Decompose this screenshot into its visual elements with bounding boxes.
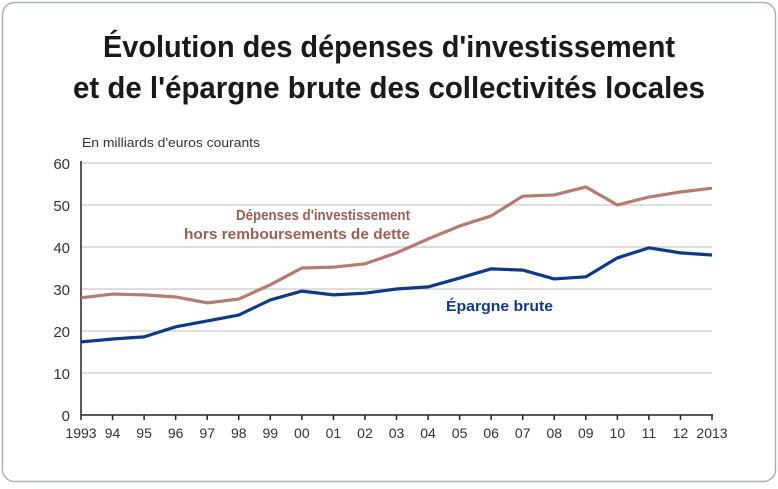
x-tick-label: 01: [326, 425, 342, 441]
x-tick-label: 07: [515, 425, 531, 441]
y-tick-label: 40: [53, 240, 70, 257]
x-tick-label: 06: [483, 425, 499, 441]
y-tick-label: 50: [53, 198, 70, 215]
x-tick-label: 97: [199, 425, 215, 441]
x-tick-label: 11: [642, 425, 657, 441]
x-tick-label: 96: [168, 425, 184, 441]
x-tick-label: 08: [546, 425, 562, 441]
chart-title-line-1: Évolution des dépenses d'investissement: [103, 29, 675, 64]
y-tick-label: 60: [53, 156, 70, 173]
x-tick-label: 02: [357, 425, 373, 441]
y-tick-label: 10: [53, 366, 70, 383]
x-tick-label: 94: [105, 425, 121, 441]
x-tick-label: 00: [294, 425, 310, 441]
x-tick-label: 04: [420, 425, 436, 441]
x-tick-label: 05: [452, 425, 468, 441]
x-tick-label: 99: [263, 425, 279, 441]
x-tick-label: 1993: [65, 425, 96, 441]
x-tick-label: 12: [673, 425, 689, 441]
chart-title-line-2: et de l'épargne brute des collectivités …: [73, 70, 705, 105]
x-tick-label: 98: [231, 425, 247, 441]
x-tick-label: 09: [578, 425, 594, 441]
y-tick-label: 30: [53, 282, 70, 299]
x-tick-label: 95: [136, 425, 152, 441]
y-tick-label: 20: [53, 324, 70, 341]
y-axis-label: En milliards d'euros courants: [82, 136, 260, 150]
x-tick-label: 03: [389, 425, 405, 441]
series-label-investissement-1: Dépenses d'investissement: [236, 207, 410, 224]
series-label-epargne: Épargne brute: [446, 298, 553, 315]
series-label-investissement-2: hors remboursements de dette: [184, 226, 410, 243]
x-tick-label: 10: [610, 425, 626, 441]
x-tick-label: 2013: [696, 425, 727, 441]
y-tick-label: 0: [62, 408, 70, 425]
